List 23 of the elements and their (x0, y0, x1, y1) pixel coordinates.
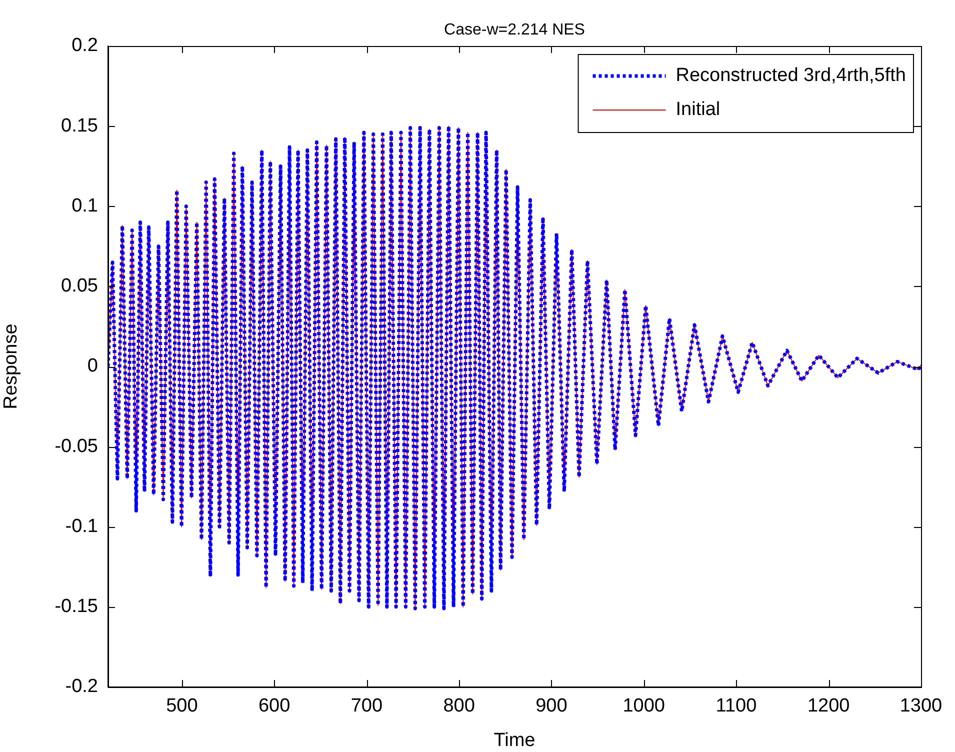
x-tick-label: 500 (166, 696, 198, 717)
y-axis-title: Response (0, 324, 22, 410)
x-tick-label: 700 (350, 696, 383, 717)
x-tick-label: 1300 (900, 696, 942, 717)
x-tick-label: 1200 (807, 696, 850, 717)
x-axis-title: Time (494, 730, 536, 751)
y-tick-label: -0.1 (65, 516, 98, 537)
legend-label: Initial (676, 99, 720, 120)
x-tick-label: 1100 (716, 696, 757, 717)
chart-title: Case-w=2.214 NES (444, 21, 585, 38)
y-tick-label: -0.2 (65, 676, 98, 698)
x-tick-label: 600 (258, 696, 290, 717)
x-tick-label: 1000 (622, 696, 665, 717)
y-tick-label: 0.15 (61, 115, 98, 136)
y-tick-label: 0 (87, 356, 98, 377)
x-tick-label: 800 (443, 696, 475, 717)
legend-label: Reconstructed 3rd,4rth,5fth (676, 65, 906, 86)
y-tick-label: 0.2 (72, 35, 98, 56)
y-tick-label: 0.1 (72, 195, 98, 216)
y-tick-label: -0.05 (54, 436, 98, 457)
x-tick-label: 900 (536, 696, 568, 717)
y-tick-label: 0.05 (61, 276, 98, 297)
y-tick-label: -0.15 (54, 596, 98, 618)
